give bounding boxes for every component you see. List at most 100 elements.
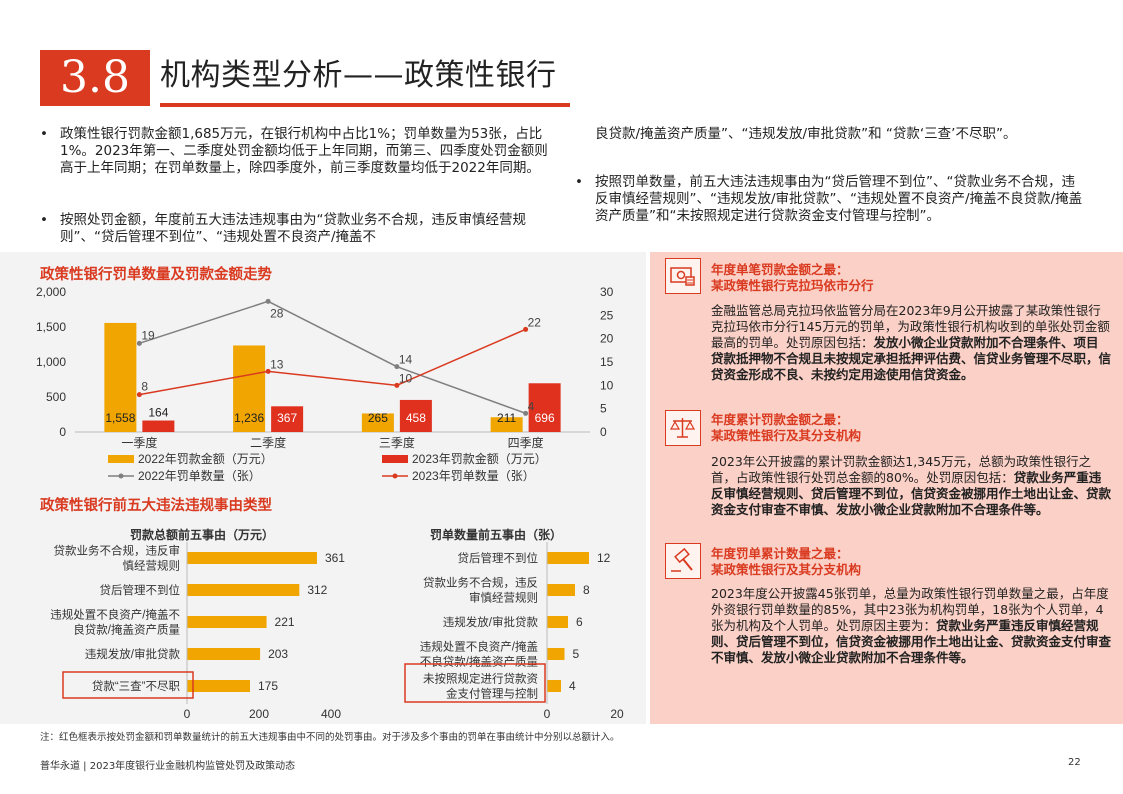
line-2022-point — [394, 364, 400, 370]
line-2022-point — [265, 298, 271, 304]
bar-2022 — [361, 413, 394, 432]
hbar-category-label: 贷后管理不到位 — [458, 551, 539, 565]
hbar-category-label: 贷款业务不合规，违反审 — [54, 544, 181, 558]
legend-swatch — [392, 473, 398, 479]
bar-charts: 361 贷款业务不合规，违反审慎经营规则 312 贷后管理不到位 221 违规处置不良资产… — [50, 542, 624, 721]
hbar-value-label: 8 — [583, 583, 590, 597]
left-axis-tick: 2,000 — [36, 285, 66, 299]
hbar-value-label: 203 — [268, 647, 288, 661]
hbar-category-label: 未按照规定进行贷款资 — [423, 672, 538, 686]
money-icon — [665, 258, 701, 294]
hbar — [187, 584, 300, 596]
hbar-value-label: 4 — [569, 679, 576, 693]
hbar — [187, 680, 250, 692]
hbar — [547, 616, 568, 628]
hbar — [187, 616, 267, 628]
line-2023-label: 8 — [141, 380, 148, 394]
bar-2023 — [271, 406, 304, 432]
amount-chart-subtitle: 罚款总额前五事由（万元） — [130, 528, 275, 542]
bullet-continuation: 良贷款/掩盖资产质量”、“违规发放/审批贷款”和 “贷款‘三查’不尽职”。 — [595, 126, 1017, 142]
footnote: 注：红色框表示按处罚金额和罚单数量统计的前五大违规事由中不同的处罚事由。对于涉及… — [40, 732, 620, 743]
highlight-frame — [62, 671, 194, 699]
hbar-category-label: 违规处置不良资产/掩盖不 — [50, 608, 180, 622]
highlight-heading: 年度累计罚款金额之最： 某政策性银行及其分支机构 — [711, 412, 861, 444]
highlight-heading-line: 某政策性银行克拉玛依市分行 — [711, 278, 874, 293]
line-2022-label: 19 — [141, 328, 155, 342]
hbar-category-label: 贷款业务不合规，违反 — [423, 576, 538, 590]
highlight-body-bold: 发放小微企业贷款附加不合理条件、项目贷款抵押物不合规且未按规定承担抵押评估费、信… — [711, 335, 1112, 382]
bar-2023-label: 164 — [148, 406, 168, 420]
highlight-body: 金融监管总局克拉玛依监管分局在2023年9月公开披露了某政策性银行克拉玛依市分行… — [711, 303, 1111, 383]
legend-swatch — [382, 455, 408, 463]
bar-2022 — [104, 322, 137, 432]
bar-2023 — [142, 420, 175, 432]
bar-2023 — [528, 383, 561, 432]
hbar-axis-tick: 0 — [184, 707, 191, 721]
combo-chart: 2,000 1,500 1,000 500 0 30 25 20 15 10 5 0 1,558 164 一… — [36, 285, 614, 483]
hbar-value-label: 312 — [307, 583, 327, 597]
category-label: 四季度 — [508, 435, 544, 450]
hbar-axis-tick: 400 — [321, 707, 341, 721]
line-2023-point — [523, 326, 529, 332]
bar-2022-label: 265 — [368, 411, 388, 425]
hbar-value-label: 12 — [597, 551, 611, 565]
hbar — [547, 648, 565, 660]
bar-2022 — [490, 417, 523, 432]
legend-label: 2022年罚单数量（张） — [138, 468, 261, 483]
gavel-icon — [665, 543, 701, 579]
line-2023-label: 22 — [528, 315, 542, 329]
highlight-heading-line: 年度累计罚款金额之最： — [711, 412, 849, 427]
page-title: 机构类型分析——政策性银行 — [160, 58, 557, 93]
bullet-text: 按照处罚金额，年度前五大违法违规事由为“贷款业务不合规，违反审慎经营规则”、“贷… — [40, 212, 550, 246]
right-axis-tick: 5 — [600, 402, 607, 416]
left-axis-tick: 1,000 — [36, 355, 66, 369]
right-axis-tick: 0 — [600, 425, 607, 439]
line-2022-label: 28 — [270, 306, 284, 320]
highlight-body: 2023年公开披露的累计罚款金额达1,345万元，总额为政策性银行之首，占政策性… — [711, 454, 1111, 518]
highlight-heading: 年度单笔罚款金额之最： 某政策性银行克拉玛依市分行 — [711, 262, 874, 294]
title-underline — [160, 103, 570, 107]
highlight-heading-line: 年度单笔罚款金额之最： — [711, 262, 849, 277]
category-label: 二季度 — [250, 435, 286, 450]
bar-2022-label: 1,558 — [105, 411, 135, 425]
legend-label: 2023年罚款金额（万元） — [412, 451, 547, 466]
chart2-title: 政策性银行前五大违法违规事由类型 — [40, 498, 272, 514]
bar-2023-label: 696 — [535, 411, 555, 425]
hbar-category-label: 违规发放/审批贷款 — [85, 647, 181, 661]
bar-2022-label: 211 — [497, 411, 516, 425]
chart1-title: 政策性银行罚单数量及罚款金额走势 — [40, 267, 272, 283]
left-axis-tick: 0 — [59, 425, 66, 439]
highlights-panel — [650, 252, 1123, 724]
hbar-category-label: 审慎经营规则 — [469, 591, 538, 605]
hbar-value-label: 5 — [573, 647, 580, 661]
scales-icon — [665, 410, 701, 446]
line-2023-point — [265, 368, 271, 374]
hbar — [547, 552, 589, 564]
line-2022-point — [523, 410, 529, 416]
highlight-body-text: 金融监管总局克拉玛依监管分局在2023年9月公开披露了某政策性银行克拉玛依市分行… — [711, 303, 1110, 350]
hbar — [187, 552, 317, 564]
highlight-body-bold: 贷款业务严重违反审慎经营规则、贷后管理不到位，信贷资金被挪用作土地出让金、贷款资… — [711, 618, 1112, 665]
hbar-category-label: 不良贷款/掩盖资产质量 — [420, 655, 538, 669]
right-axis-tick: 30 — [600, 285, 614, 299]
legend-swatch — [118, 473, 124, 479]
left-axis-tick: 1,500 — [36, 320, 66, 334]
line-2022-line — [139, 300, 526, 415]
right-axis-tick: 25 — [600, 308, 614, 322]
hbar-category-label: 贷款“三查”不尽职 — [92, 679, 181, 693]
right-axis-tick: 20 — [600, 332, 614, 346]
highlight-frame — [404, 663, 546, 703]
hbar — [547, 584, 575, 596]
bar-2023 — [399, 399, 432, 432]
footer-text: 普华永道 | 2023年度银行业金融机构监管处罚及政策动态 — [40, 761, 296, 772]
highlight-body-text: 2023年公开披露的累计罚款金额达1,345万元，总额为政策性银行之首，占政策性… — [711, 454, 1092, 485]
bullet-text: 按照罚单数量，前五大违法违规事由为“贷后管理不到位”、“贷款业务不合规，违反审慎… — [575, 174, 1085, 225]
line-2023-line — [139, 328, 526, 396]
highlight-body-text: 2023年度公开披露45张罚单，总量为政策性银行罚单数量之最，占年度外资银行罚单… — [711, 586, 1109, 633]
hbar-axis-tick: 0 — [544, 707, 551, 721]
highlight-heading-line: 某政策性银行及其分支机构 — [711, 428, 862, 443]
line-2023-label: 13 — [270, 357, 284, 371]
line-2023-point — [136, 392, 142, 398]
hbar-value-label: 221 — [275, 615, 295, 629]
hbar — [547, 680, 561, 692]
